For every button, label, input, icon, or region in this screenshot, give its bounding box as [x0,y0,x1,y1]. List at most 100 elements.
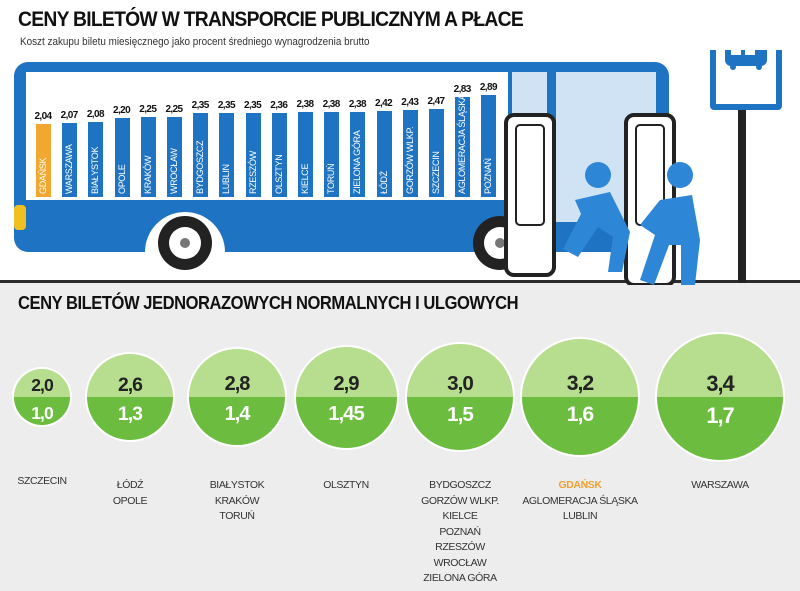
normal-price-label: 2,6 [118,373,143,396]
city-name: RZESZÓW [435,541,485,553]
bar [114,118,130,197]
city-name: AGLOMERACJA ŚLĄSKA [522,494,638,507]
city-list: BIAŁYSTOK KRAKÓW TORUŃ [162,478,312,525]
price-bubble: 2,0 1,0 [12,367,72,427]
section-title-single-tickets: CENY BILETÓW JEDNORAZOWYCH NORMALNYCH I … [18,293,519,313]
chart-subtitle: Koszt zakupu biletu miesięcznego jako pr… [20,36,370,48]
bubble-top-half [522,339,638,397]
normal-price-label: 3,0 [447,372,474,396]
chart-title: CENY BILETÓW W TRANSPORCIE PUBLICZNYM A … [18,8,524,31]
city-name: ZIELONA GÓRA [423,572,497,584]
city-list: GDAŃSK AGLOMERACJA ŚLĄSKA LUBLIN [505,478,655,525]
city-name: KIELCE [442,510,478,522]
bar [62,122,78,197]
reduced-price-label: 1,5 [447,403,474,426]
bar-category-label: LUBLIN [221,164,232,194]
city-name: OPOLE [112,494,148,507]
price-bubble: 3,4 1,7 [655,332,785,462]
bar-category-label: KRAKÓW [142,155,153,194]
bar-category-label: WROCŁAW [169,148,179,194]
bar-category-label: KIELCE [300,163,310,194]
reduced-price-label: 1,4 [224,403,251,425]
bubble-bottom-half [14,397,70,425]
city-name: KRAKÓW [214,494,260,507]
bar-category-label: SZCZECIN [431,151,441,194]
bar-category-label: GDAŃSK [38,157,48,194]
bar [167,116,182,197]
bar-category-label: BIAŁYSTOK [90,146,101,194]
bar-value-label: 2,04 [34,110,52,122]
city-name: WARSZAWA [691,479,749,491]
bubble-top-half [189,349,285,397]
bar-value-label: 2,35 [244,100,262,112]
bubble-bottom-half [295,397,397,448]
normal-price-label: 3,2 [566,371,594,395]
price-bubble: 3,0 1,5 [405,342,515,452]
reduced-price-label: 1,0 [31,403,53,423]
normal-price-label: 2,0 [31,375,53,396]
bar-value-label: 2,38 [348,99,367,111]
price-bubble: 3,2 1,6 [520,337,640,457]
city-name: GORZÓW WLKP. [421,494,499,507]
bubble-bottom-half [189,397,285,445]
city-list: BYDGOSZCZ GORZÓW WLKP. KIELCE POZNAŃ RZESZÓW… [385,478,535,587]
bar-category-label: OLSZTYN [273,154,284,194]
bar-category-label: TORUŃ [326,163,337,194]
bar [481,94,497,197]
bar-value-label: 2,07 [60,109,79,121]
bar-category-label: GORZÓW WLKP. [404,126,415,194]
bar-value-label: 2,20 [113,105,131,117]
city-name: GDAŃSK [558,479,602,491]
normal-price-label: 3,4 [706,371,734,397]
bubble-top-half [87,354,173,397]
bar-category-label: BYDGOSZCZ [195,140,206,194]
bar [88,122,104,197]
bar [36,123,51,197]
bar [455,96,471,197]
bus-stop-sign-icon [710,50,782,110]
bar [245,113,261,197]
city-list: ŁÓDŹ OPOLE [55,478,205,509]
bar-category-label: OPOLE [116,164,127,194]
bus-illustration [14,50,782,285]
bar-value-label: 2,25 [139,103,157,115]
bubble-top-half [657,334,783,397]
bar-value-label: 2,43 [401,97,419,109]
city-name: WROCŁAW [433,556,487,569]
bar [429,109,444,197]
city-name: LUBLIN [562,510,598,522]
price-bubble: 2,6 1,3 [85,352,175,442]
city-name: BYDGOSZCZ [429,479,491,491]
bar [219,113,235,197]
city-name: SZCZECIN [17,475,67,487]
bar-category-label: ŁÓDŹ [378,171,389,194]
bar-category-label: ZIELONA GÓRA [352,130,363,194]
bar-category-label: AGLOMERACJA ŚLĄSKA [457,94,468,194]
bar-value-label: 2,47 [427,96,445,108]
bubble-top-half [14,369,70,397]
bubble-top-half [295,346,397,397]
bubble-bottom-half [87,397,173,440]
city-name: POZNAŃ [439,525,481,538]
bar [350,112,366,197]
bar [140,116,156,197]
bar [324,112,340,197]
people-boarding-icon [563,162,700,285]
city-list: WARSZAWA [645,478,795,494]
bar-value-label: 2,08 [86,109,105,121]
bubble-bottom-half [407,397,513,450]
bubble-bottom-half [657,397,783,460]
bar [271,112,287,197]
city-name: ŁÓDŹ [116,479,144,491]
bar-category-label: POZNAŃ [483,158,494,194]
bar [193,113,209,197]
reduced-price-label: 1,45 [328,403,364,425]
reduced-price-label: 1,7 [706,403,734,428]
bar-value-label: 2,83 [453,83,472,95]
normal-price-label: 2,8 [224,373,251,395]
reduced-price-label: 1,3 [118,403,143,425]
price-bubble: 2,9 1,45 [293,344,399,450]
bar-value-label: 2,35 [217,100,236,112]
reduced-price-label: 1,6 [566,403,594,426]
bar-value-label: 2,89 [479,81,498,93]
